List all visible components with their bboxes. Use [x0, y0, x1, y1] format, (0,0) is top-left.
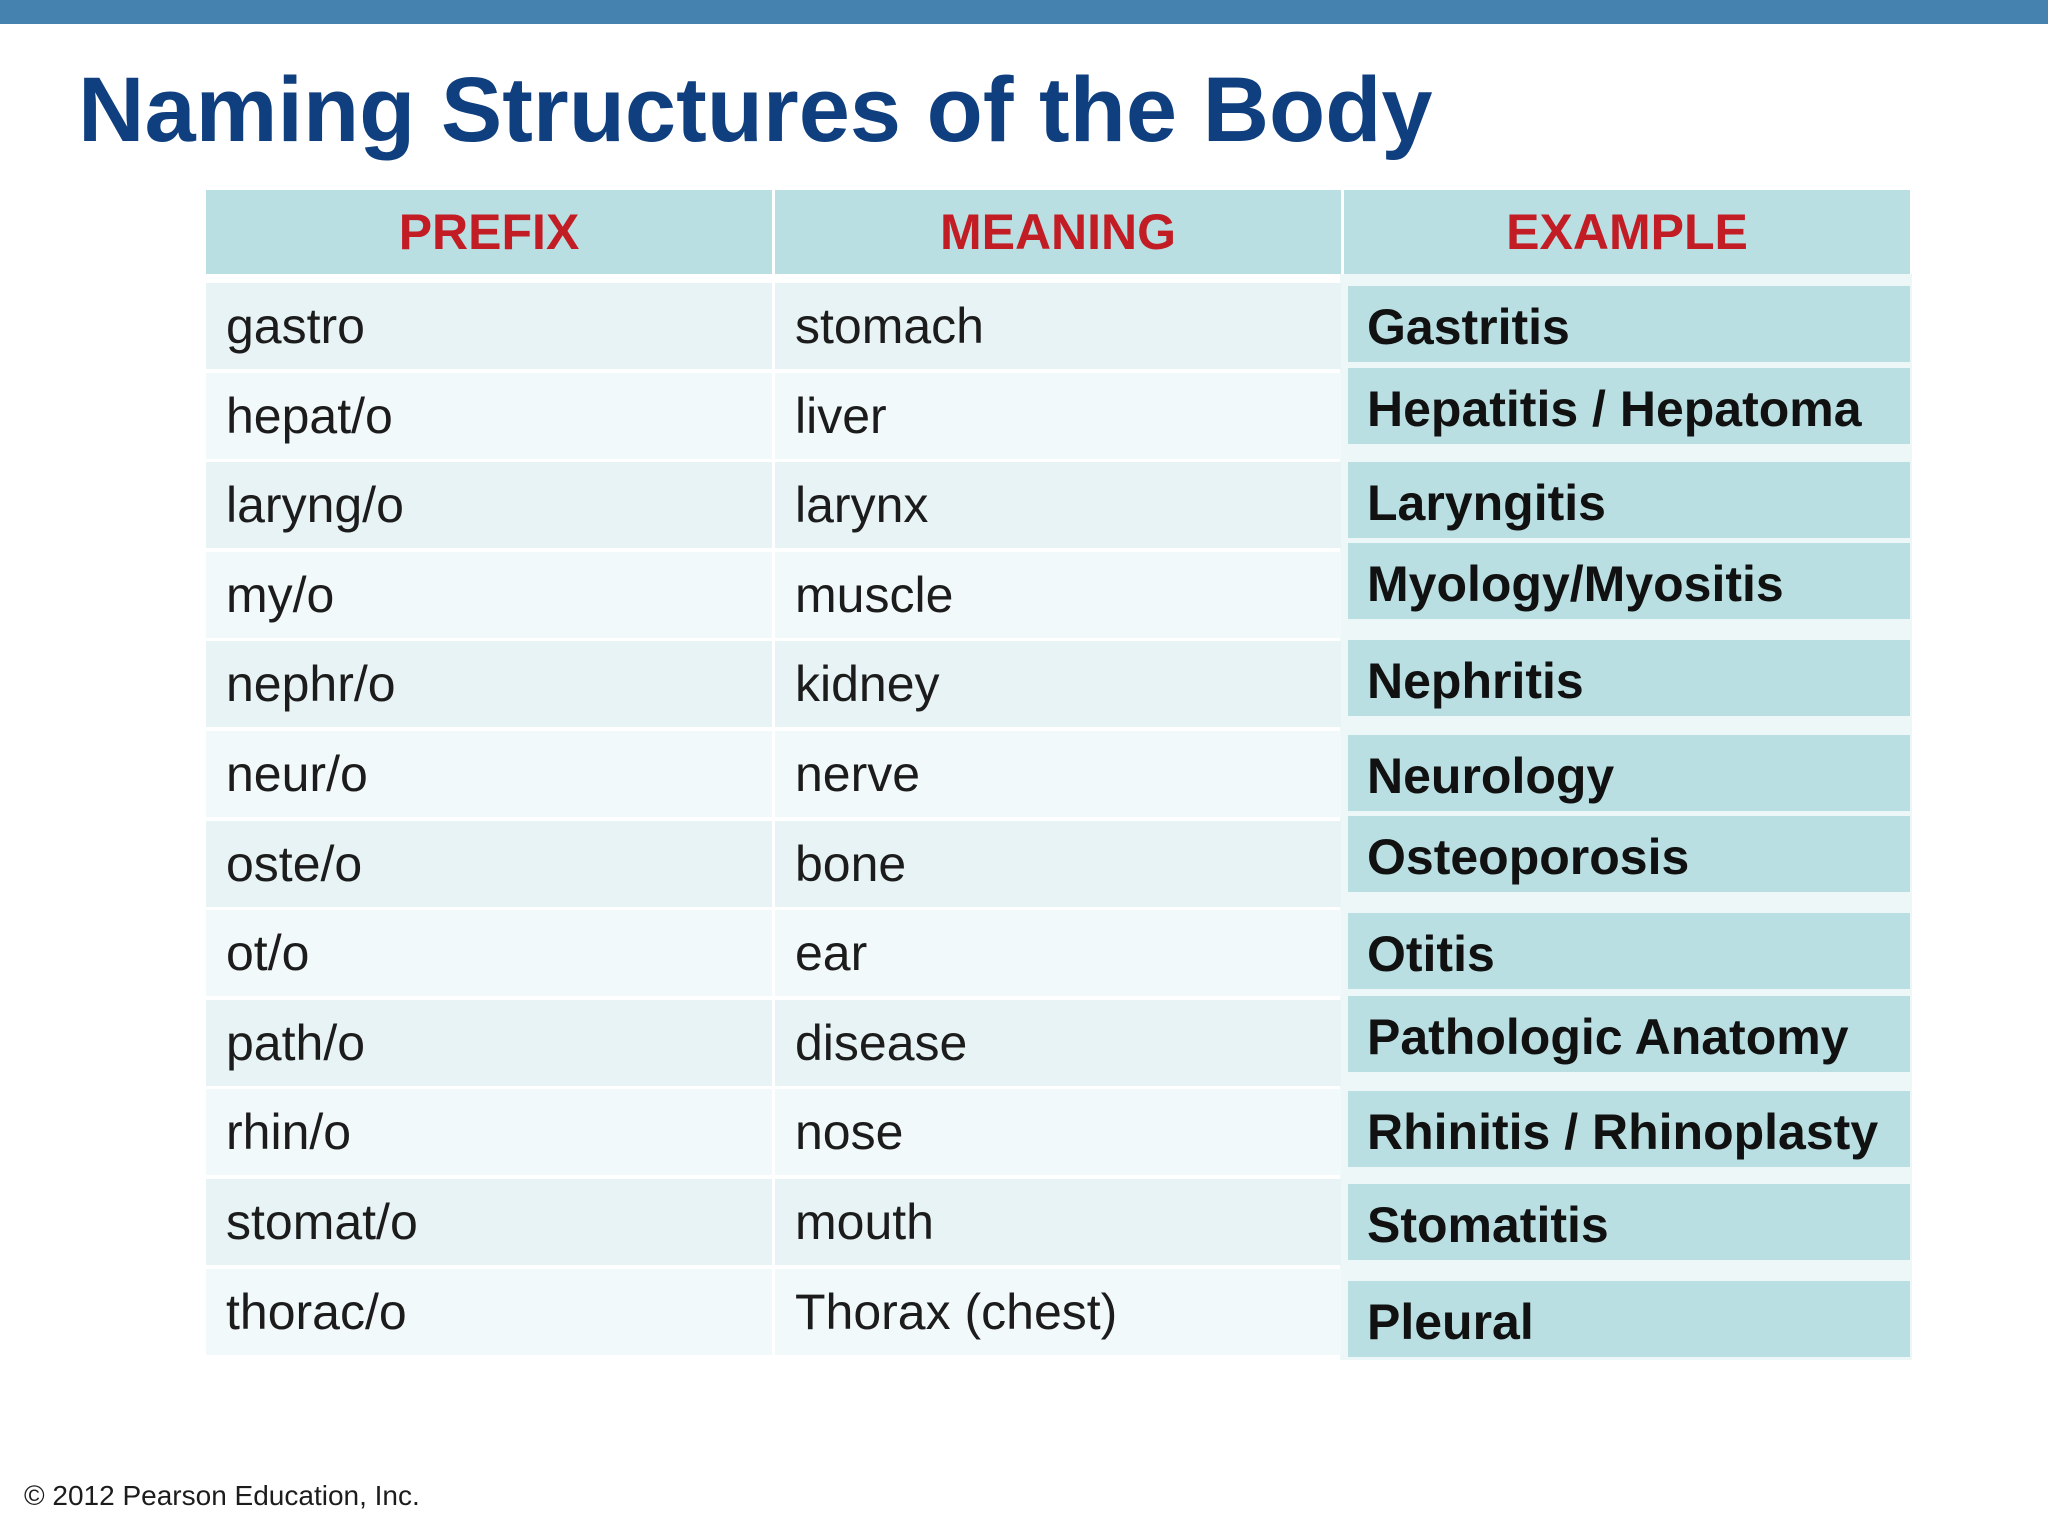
prefix-cell: laryng/o [206, 462, 772, 549]
meaning-cell: kidney [775, 641, 1341, 728]
prefix-cell: my/o [206, 551, 772, 638]
prefix-cell: gastro [206, 283, 772, 369]
meaning-cell: stomach [775, 283, 1341, 369]
prefix-cell: stomat/o [206, 1179, 772, 1265]
meaning-cell: nose [775, 1089, 1341, 1176]
meaning-cell: bone [775, 820, 1341, 907]
example-cell: Otitis [1348, 913, 1910, 989]
prefix-cell: thorac/o [206, 1268, 772, 1355]
meaning-cell: Thorax (chest) [775, 1268, 1341, 1355]
prefix-cell: oste/o [206, 820, 772, 907]
meaning-cell: nerve [775, 731, 1341, 817]
example-cell: Stomatitis [1348, 1184, 1910, 1260]
example-cell: Laryngitis [1348, 462, 1910, 538]
prefix-cell: ot/o [206, 910, 772, 997]
meaning-cell: muscle [775, 551, 1341, 638]
example-cell: Pleural [1348, 1281, 1910, 1357]
meaning-cell: mouth [775, 1179, 1341, 1265]
example-cell: Osteoporosis [1348, 816, 1910, 892]
prefix-cell: rhin/o [206, 1089, 772, 1176]
meaning-cell: liver [775, 372, 1341, 459]
header-meaning: MEANING [775, 190, 1341, 274]
example-cell: Nephritis [1348, 640, 1910, 716]
top-accent-bar [0, 0, 2048, 24]
example-cell: Hepatitis / Hepatoma [1348, 368, 1910, 444]
example-cell: Neurology [1348, 735, 1910, 811]
copyright-notice: © 2012 Pearson Education, Inc. [24, 1480, 420, 1511]
example-cell: Myology/Myositis [1348, 543, 1910, 619]
example-cell: Pathologic Anatomy [1348, 996, 1910, 1072]
header-prefix: PREFIX [206, 190, 772, 274]
slide-title: Naming Structures of the Body [78, 59, 1433, 161]
example-cell: Rhinitis / Rhinoplasty [1348, 1091, 1910, 1167]
example-cell: Gastritis [1348, 286, 1910, 362]
prefix-cell: nephr/o [206, 641, 772, 728]
meaning-cell: disease [775, 999, 1341, 1086]
meaning-cell: larynx [775, 462, 1341, 549]
prefix-cell: hepat/o [206, 372, 772, 459]
header-example: EXAMPLE [1344, 190, 1910, 274]
meaning-cell: ear [775, 910, 1341, 997]
prefix-cell: path/o [206, 999, 772, 1086]
prefix-cell: neur/o [206, 731, 772, 817]
